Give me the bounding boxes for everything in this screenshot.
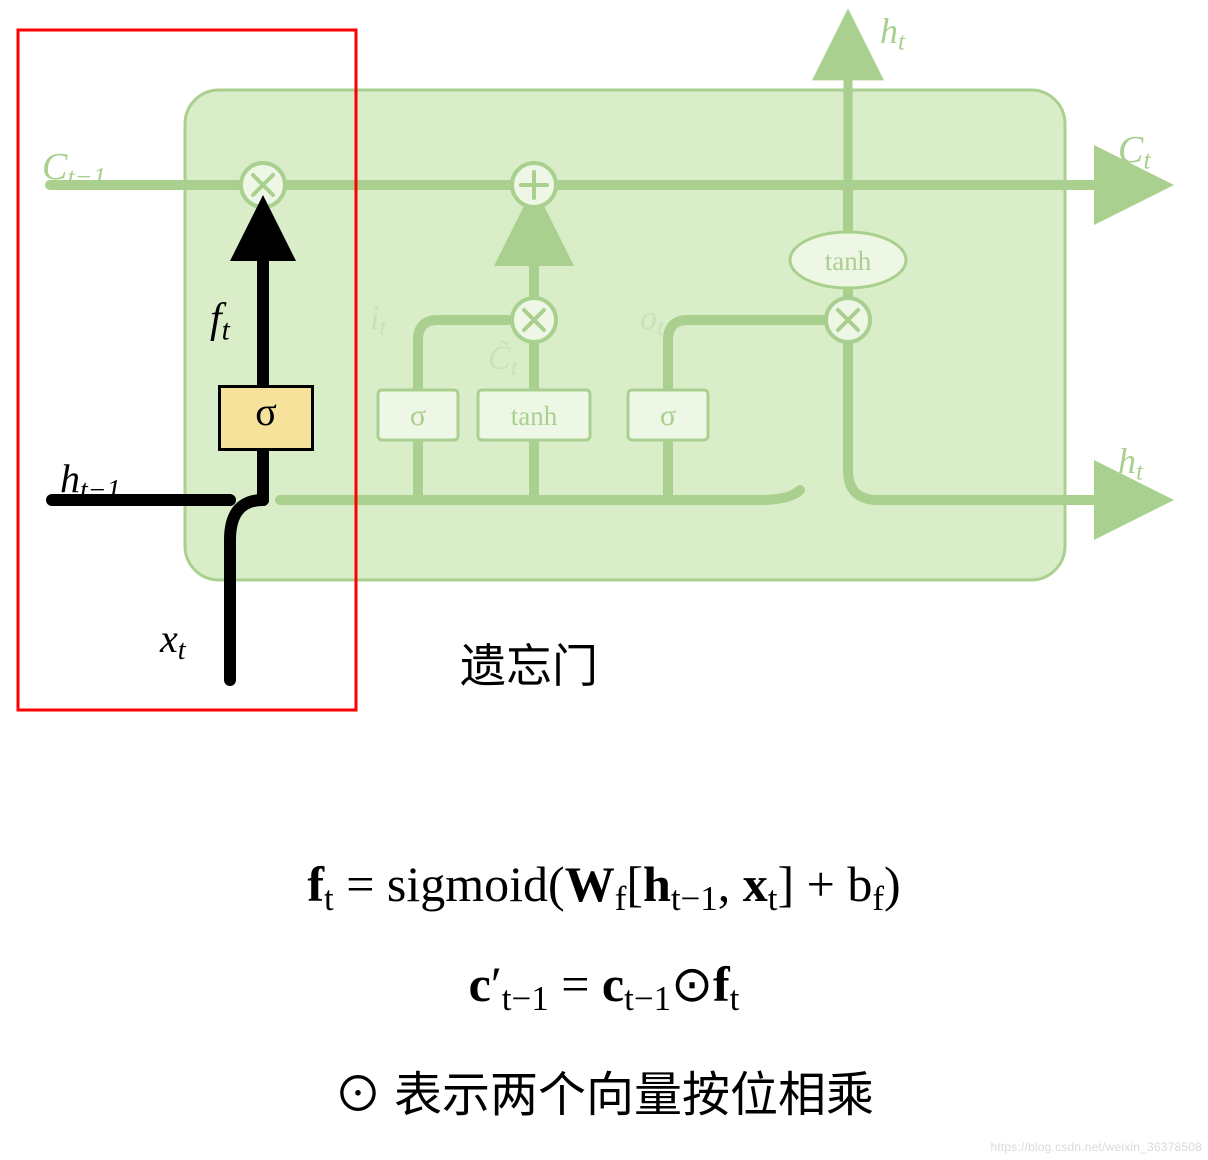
diagram-title: 遗忘门: [460, 630, 598, 696]
svg-text:σ: σ: [660, 399, 676, 432]
label-x-t: xt: [160, 615, 186, 667]
equation-3: ⊙ 表示两个向量按位相乘: [0, 1055, 1208, 1125]
svg-text:tanh: tanh: [825, 246, 872, 276]
label-c-t: Ct: [1118, 128, 1151, 176]
label-f-t: ft: [210, 295, 230, 347]
label-h-top: ht: [880, 10, 905, 56]
svg-text:tanh: tanh: [511, 401, 558, 431]
sigma-box: σ: [218, 385, 314, 451]
equation-1: ft = sigmoid(Wf[ht−1, xt] + bf): [0, 855, 1208, 919]
sigma-label: σ: [255, 389, 277, 434]
label-o-t: ot: [640, 300, 664, 342]
label-c-prev: Ct−1: [42, 145, 106, 193]
lstm-cell-rect: [185, 90, 1065, 580]
label-i-t: it: [370, 300, 386, 342]
svg-text:σ: σ: [410, 399, 426, 432]
label-h-prev: ht−1: [60, 455, 121, 507]
watermark: https://blog.csdn.net/weixin_36378508: [990, 1140, 1202, 1154]
label-h-right: ht: [1118, 440, 1143, 486]
equation-2: c′t−1 = ct−1⊙ft: [0, 955, 1208, 1019]
diagram-canvas: σ tanh σ tanh σ Ct−1 Ct ht ht it C̃t ot …: [0, 0, 1208, 1160]
label-ctilde: C̃t: [488, 340, 517, 382]
